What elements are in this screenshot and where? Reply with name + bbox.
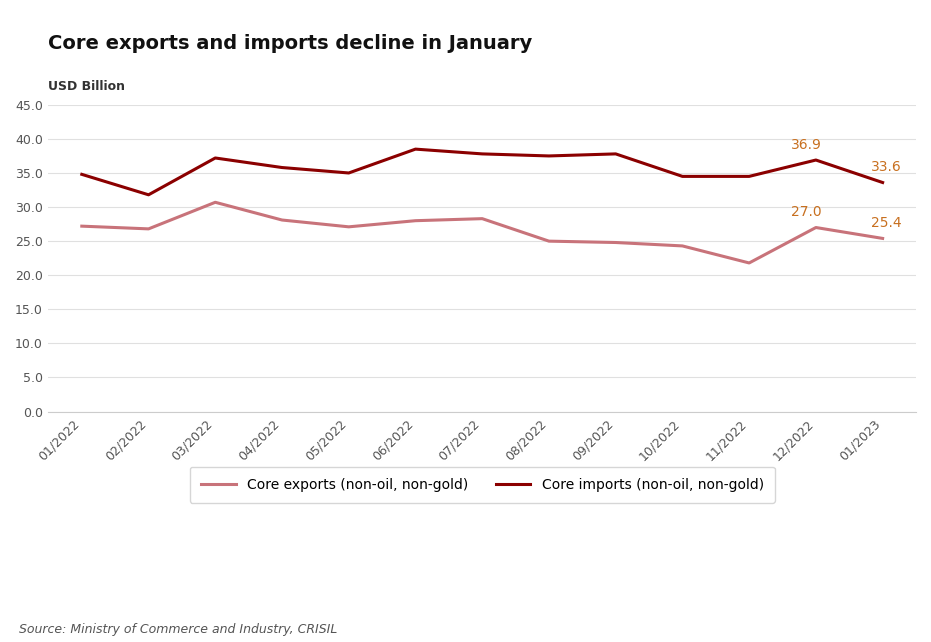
Core imports (non-oil, non-gold) <box>277 164 288 171</box>
Legend: Core exports (non-oil, non-gold), Core imports (non-oil, non-gold): Core exports (non-oil, non-gold), Core i… <box>190 467 775 503</box>
Text: 27.0: 27.0 <box>790 205 821 220</box>
Text: Core exports and imports decline in January: Core exports and imports decline in Janu… <box>48 34 533 53</box>
Core exports (non-oil, non-gold) <box>477 215 488 223</box>
Core imports (non-oil, non-gold) <box>610 150 621 158</box>
Core imports (non-oil, non-gold) <box>209 154 221 162</box>
Core exports (non-oil, non-gold) <box>677 242 688 250</box>
Core exports (non-oil, non-gold) <box>76 222 88 230</box>
Core imports (non-oil, non-gold) <box>410 145 421 153</box>
Core imports (non-oil, non-gold) <box>477 150 488 158</box>
Text: USD Billion: USD Billion <box>48 80 126 92</box>
Core imports (non-oil, non-gold) <box>677 173 688 180</box>
Core imports (non-oil, non-gold) <box>344 169 355 177</box>
Core imports (non-oil, non-gold) <box>877 178 888 186</box>
Line: Core imports (non-oil, non-gold): Core imports (non-oil, non-gold) <box>82 149 883 195</box>
Core imports (non-oil, non-gold) <box>143 191 155 198</box>
Core exports (non-oil, non-gold) <box>544 238 555 245</box>
Core imports (non-oil, non-gold) <box>744 173 755 180</box>
Core exports (non-oil, non-gold) <box>410 217 421 225</box>
Core imports (non-oil, non-gold) <box>76 171 88 178</box>
Text: 25.4: 25.4 <box>870 216 901 230</box>
Core exports (non-oil, non-gold) <box>277 216 288 224</box>
Core exports (non-oil, non-gold) <box>877 234 888 242</box>
Core exports (non-oil, non-gold) <box>344 223 355 230</box>
Core imports (non-oil, non-gold) <box>810 156 821 164</box>
Core exports (non-oil, non-gold) <box>810 223 821 231</box>
Line: Core exports (non-oil, non-gold): Core exports (non-oil, non-gold) <box>82 202 883 263</box>
Text: Source: Ministry of Commerce and Industry, CRISIL: Source: Ministry of Commerce and Industr… <box>19 623 337 636</box>
Text: 36.9: 36.9 <box>790 138 821 152</box>
Core exports (non-oil, non-gold) <box>744 259 755 267</box>
Core exports (non-oil, non-gold) <box>143 225 155 233</box>
Core exports (non-oil, non-gold) <box>610 239 621 247</box>
Core exports (non-oil, non-gold) <box>209 198 221 206</box>
Text: 33.6: 33.6 <box>870 160 901 175</box>
Core imports (non-oil, non-gold) <box>544 152 555 160</box>
